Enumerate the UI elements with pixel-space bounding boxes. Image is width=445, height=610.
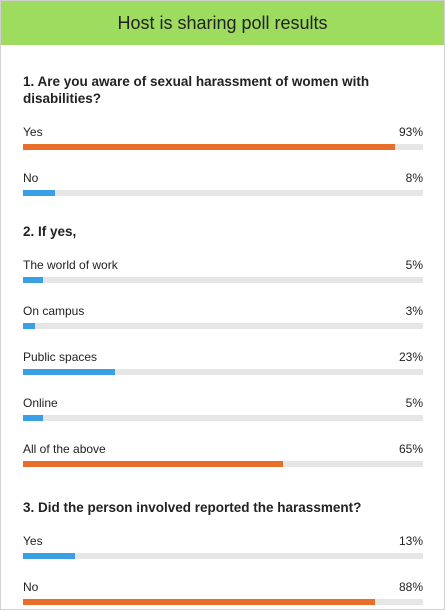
answer-item: Yes 93% xyxy=(23,125,423,150)
answer-item: On campus 3% xyxy=(23,304,423,329)
poll-header: Host is sharing poll results xyxy=(1,1,444,45)
answer-percent: 88% xyxy=(398,580,423,594)
answer-label: No xyxy=(23,580,39,594)
result-bar-fill xyxy=(23,599,375,605)
answer-label: No xyxy=(23,171,39,185)
answer-label: Yes xyxy=(23,534,43,548)
result-bar-track xyxy=(23,323,423,329)
result-bar-track xyxy=(23,553,423,559)
answer-label: The world of work xyxy=(23,258,118,272)
answer-percent: 65% xyxy=(398,442,423,456)
question-block: 1. Are you aware of sexual harassment of… xyxy=(23,45,423,196)
answer-percent: 3% xyxy=(405,304,423,318)
result-bar-fill xyxy=(23,190,55,196)
answer-percent: 93% xyxy=(398,125,423,139)
answer-percent: 5% xyxy=(405,396,423,410)
result-bar-fill xyxy=(23,144,395,150)
result-bar-track xyxy=(23,415,423,421)
answer-label: Yes xyxy=(23,125,43,139)
result-bar-fill xyxy=(23,553,75,559)
result-bar-fill xyxy=(23,415,43,421)
answer-item: All of the above 65% xyxy=(23,442,423,467)
result-bar-track xyxy=(23,190,423,196)
answer-percent: 8% xyxy=(405,171,423,185)
answer-list: The world of work 5% On campus 3% xyxy=(23,258,423,467)
answer-label: All of the above xyxy=(23,442,106,456)
result-bar-fill xyxy=(23,277,43,283)
poll-content[interactable]: 1. Are you aware of sexual harassment of… xyxy=(1,45,444,605)
result-bar-fill xyxy=(23,461,283,467)
question-block: 3. Did the person involved reported the … xyxy=(23,488,423,605)
question-title: 2. If yes, xyxy=(23,224,77,239)
answer-item: Yes 13% xyxy=(23,534,423,559)
answer-label: Online xyxy=(23,396,58,410)
answer-list: Yes 13% No 88% xyxy=(23,534,423,605)
result-bar-fill xyxy=(23,323,35,329)
question-block: 2. If yes, The world of work 5% On campu… xyxy=(23,217,423,467)
answer-item: Online 5% xyxy=(23,396,423,421)
answer-percent: 13% xyxy=(398,534,423,548)
answer-label: Public spaces xyxy=(23,350,98,364)
answer-item: The world of work 5% xyxy=(23,258,423,283)
answer-item: No 8% xyxy=(23,171,423,196)
result-bar-track xyxy=(23,599,423,605)
answer-item: Public spaces 23% xyxy=(23,350,423,375)
question-title: 3. Did the person involved reported the … xyxy=(23,500,362,515)
question-title: 1. Are you aware of sexual harassment of… xyxy=(23,74,370,106)
poll-header-title: Host is sharing poll results xyxy=(117,12,328,33)
result-bar-track xyxy=(23,461,423,467)
answer-percent: 5% xyxy=(405,258,423,272)
answer-label: On campus xyxy=(23,304,85,318)
result-bar-track xyxy=(23,369,423,375)
result-bar-track xyxy=(23,277,423,283)
answer-list: Yes 93% No 8% xyxy=(23,125,423,196)
result-bar-fill xyxy=(23,369,115,375)
result-bar-track xyxy=(23,144,423,150)
answer-item: No 88% xyxy=(23,580,423,605)
answer-percent: 23% xyxy=(398,350,423,364)
